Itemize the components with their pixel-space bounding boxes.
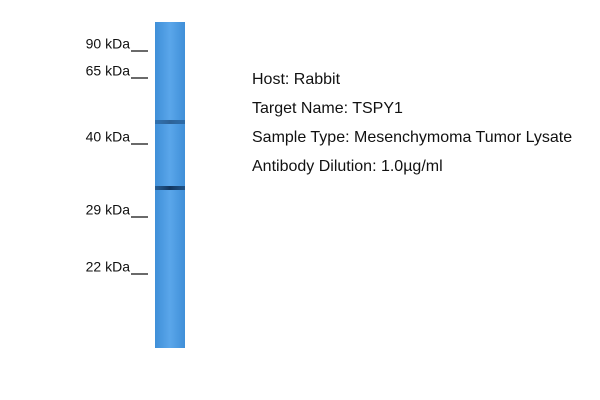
info-line: Target Name: TSPY1	[252, 100, 403, 117]
marker-label: 90 kDa	[86, 36, 131, 52]
blot-band	[155, 186, 185, 190]
blot-band	[155, 120, 185, 124]
info-line: Antibody Dilution: 1.0µg/ml	[252, 158, 443, 175]
marker-label: 22 kDa	[86, 259, 131, 275]
info-line: Sample Type: Mesenchymoma Tumor Lysate	[252, 129, 572, 146]
marker-label: 65 kDa	[86, 63, 131, 79]
marker-label: 29 kDa	[86, 202, 131, 218]
blot-lane	[155, 22, 185, 348]
marker-label: 40 kDa	[86, 129, 131, 145]
info-line: Host: Rabbit	[252, 71, 341, 88]
